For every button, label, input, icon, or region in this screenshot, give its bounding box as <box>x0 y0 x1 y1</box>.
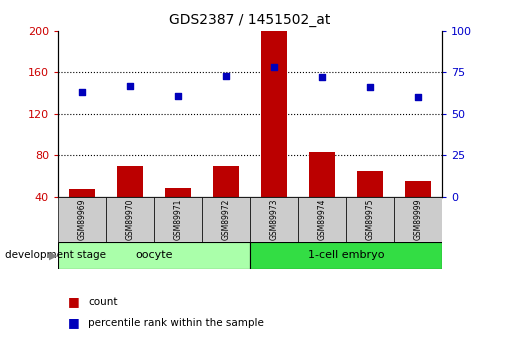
Point <box>78 90 86 95</box>
Bar <box>58 197 106 241</box>
Bar <box>394 197 442 241</box>
Text: percentile rank within the sample: percentile rank within the sample <box>88 318 264 327</box>
Text: ▶: ▶ <box>49 250 57 260</box>
Bar <box>309 152 335 238</box>
Bar <box>202 197 250 241</box>
Text: GSM89969: GSM89969 <box>78 198 86 240</box>
Point <box>126 83 134 88</box>
Text: 1-cell embryo: 1-cell embryo <box>308 250 384 260</box>
Text: GSM89973: GSM89973 <box>270 198 278 240</box>
Bar <box>58 241 250 269</box>
Bar <box>250 241 442 269</box>
Point <box>318 75 326 80</box>
Text: GSM89975: GSM89975 <box>366 198 374 240</box>
Bar <box>106 197 154 241</box>
Point <box>366 85 374 90</box>
Text: ■: ■ <box>68 295 80 308</box>
Bar <box>69 189 95 238</box>
Text: development stage: development stage <box>5 250 106 260</box>
Bar <box>154 197 202 241</box>
Bar <box>298 197 346 241</box>
Bar <box>250 197 298 241</box>
Point <box>222 73 230 79</box>
Text: GSM89971: GSM89971 <box>174 198 182 240</box>
Text: count: count <box>88 297 118 307</box>
Point <box>414 95 422 100</box>
Text: ■: ■ <box>68 316 80 329</box>
Bar <box>165 188 191 238</box>
Point <box>174 93 182 98</box>
Text: GSM89974: GSM89974 <box>318 198 326 240</box>
Point <box>270 65 278 70</box>
Bar <box>261 31 287 238</box>
Bar <box>346 197 394 241</box>
Text: GSM89999: GSM89999 <box>414 198 422 240</box>
Title: GDS2387 / 1451502_at: GDS2387 / 1451502_at <box>169 13 331 27</box>
Text: GSM89970: GSM89970 <box>126 198 134 240</box>
Bar <box>405 181 431 238</box>
Text: oocyte: oocyte <box>135 250 173 260</box>
Text: GSM89972: GSM89972 <box>222 198 230 240</box>
Bar <box>117 166 143 238</box>
Bar <box>213 166 239 238</box>
Bar <box>357 171 383 238</box>
